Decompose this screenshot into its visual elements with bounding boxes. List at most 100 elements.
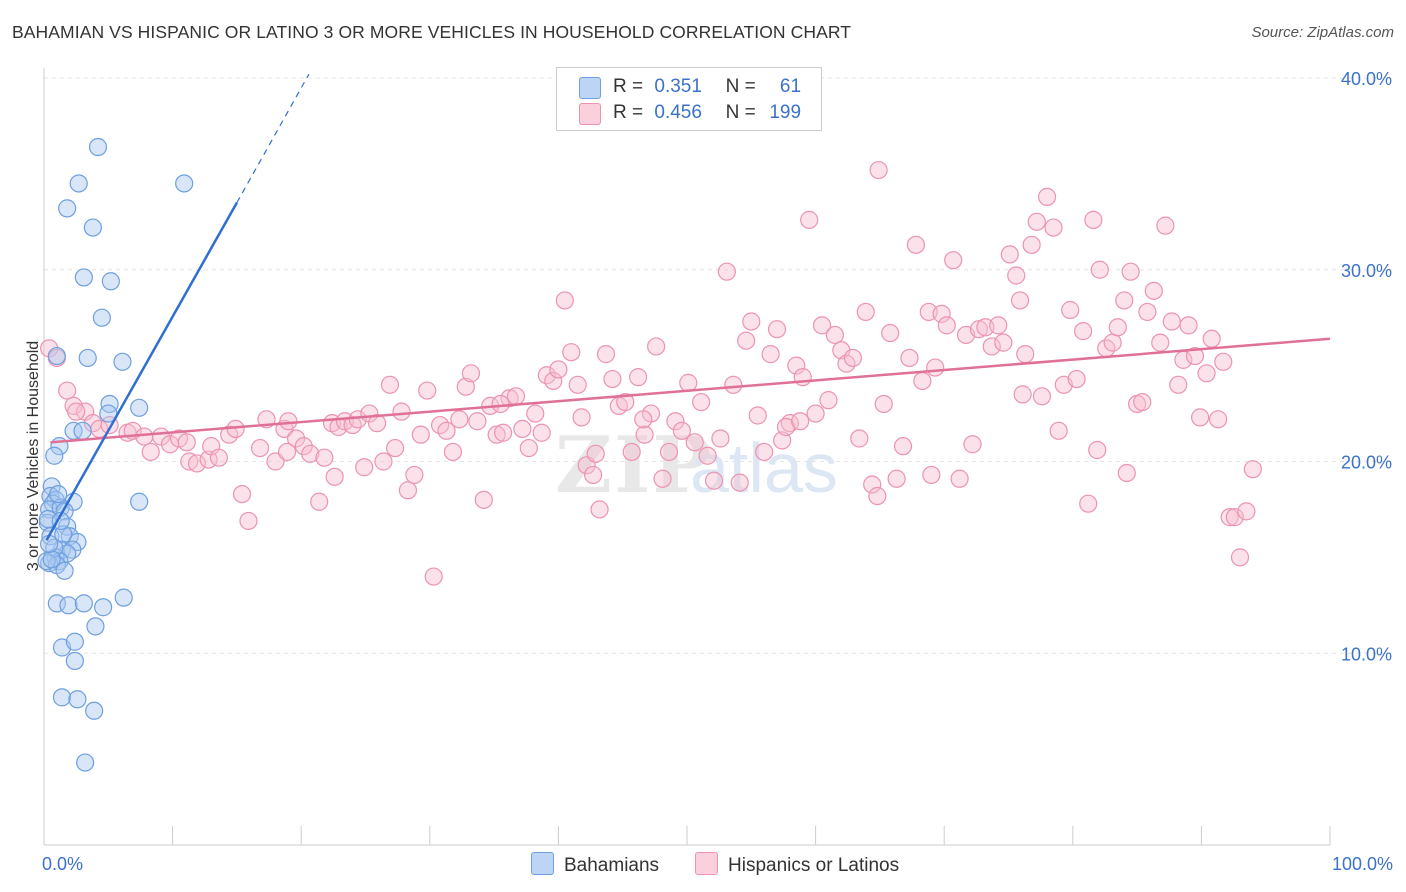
data-point-hispanic [250,438,270,458]
data-point-hispanic [232,484,252,504]
data-point-hispanic [1202,329,1221,348]
data-point-bahamian [175,174,194,193]
data-point-hispanic [456,377,475,396]
data-point-hispanic [562,343,581,362]
data-point-hispanic [596,345,616,364]
data-point-hispanic [622,442,641,462]
data-point-bahamian [88,137,108,157]
data-point-hispanic [944,251,963,270]
data-point-hispanic [616,392,635,412]
data-point-bahamian [65,632,84,651]
data-point-hispanic [374,452,393,471]
data-point-bahamian [47,594,66,613]
data-point-hispanic [635,425,654,444]
data-point-hispanic [629,368,648,387]
legend-label-bahamians: Bahamians [564,855,660,876]
stats-legend: R = 0.351 N = 61 R = 0.456 N = 199 [556,67,822,131]
data-point-hispanic [572,408,591,427]
data-point-hispanic [825,325,844,345]
data-point-hispanic [590,500,609,519]
data-point-hispanic [487,425,506,444]
data-point-hispanic [58,381,77,400]
data-point-hispanic [748,406,767,425]
data-point-hispanic [982,337,1001,356]
data-point-bahamian [76,753,95,772]
data-point-hispanic [679,373,698,392]
data-point-hispanic [277,442,297,462]
data-point-hispanic [773,431,792,450]
data-point-hispanic [494,423,513,442]
data-point-bahamian [47,346,66,366]
data-point-hispanic [1151,333,1170,352]
data-point-hispanic [659,442,679,462]
trend-line-bahamian-extension [236,73,310,203]
data-point-hispanic [1037,187,1057,206]
data-point-bahamian [54,525,73,544]
r-value: 0.456 [654,102,702,123]
data-point-hispanic [856,302,875,322]
data-point-hispanic [653,469,672,488]
data-point-hispanic [1197,364,1216,383]
data-point-hispanic [279,412,298,431]
data-point-hispanic [685,433,704,452]
x-tick-label: 100.0% [1332,854,1393,874]
data-point-hispanic [1027,212,1046,231]
data-point-hispanic [906,235,926,254]
data-point-hispanic [1108,318,1127,337]
data-point-hispanic [963,435,982,454]
data-point-hispanic [437,421,456,440]
data-point-bahamian [86,617,105,636]
data-point-hispanic [1067,369,1086,389]
data-point-hispanic [187,454,207,473]
data-point-hispanic [806,404,825,423]
data-point-hispanic [209,448,228,467]
data-point-hispanic [239,511,258,531]
data-point-hispanic [1220,508,1239,527]
data-point-hispanic [1156,216,1175,235]
chart-title: BAHAMIAN VS HISPANIC OR LATINO 3 OR MORE… [12,22,852,42]
n-label: N = [725,76,756,97]
watermark: ZIP atlas [555,420,838,511]
data-point-hispanic [1209,410,1228,429]
data-point-hispanic [385,438,405,458]
data-point-hispanic [1237,502,1256,521]
data-point-bahamian [85,701,104,720]
x-tick-labels: 0.0% 100.0% [42,854,1393,874]
data-point-hispanic [761,345,780,364]
data-point-bahamian [51,511,70,531]
data-point-hispanic [922,465,941,485]
data-point-hispanic [698,446,717,465]
r-label: R = [613,76,644,97]
data-point-hispanic [411,425,430,444]
data-point-bahamian [49,484,68,504]
data-point-hispanic [392,402,411,421]
data-point-hispanic [1191,408,1210,427]
data-point-hispanic [1090,260,1109,279]
data-point-hispanic [900,348,919,368]
data-point-hispanic [584,465,603,485]
data-point-hispanic [544,371,563,391]
data-point-bahamian [55,561,74,580]
data-point-bahamian [59,596,78,615]
data-point-hispanic [737,331,756,350]
data-point-hispanic [1214,352,1233,371]
data-point-bahamian [68,690,87,709]
data-point-hispanic [398,481,418,500]
hispanic-points [40,160,1262,586]
data-point-hispanic [519,438,538,458]
data-point-hispanic [418,381,437,400]
data-point-bahamian [40,500,59,519]
n-value: 199 [769,102,802,123]
watermark-zip: ZIP [555,420,713,511]
data-point-hispanic [405,465,424,485]
data-point-hispanic [491,394,510,414]
r-value: 0.351 [654,76,702,97]
y-tick-label: 10.0% [1341,644,1392,664]
data-point-hispanic [177,433,196,452]
data-point-hispanic [1049,421,1068,440]
data-point-hispanic [1138,302,1157,322]
data-point-bahamian [92,308,111,327]
y-tick-labels: 10.0% 20.0% 30.0% 40.0% [1341,69,1392,664]
data-point-hispanic [767,320,787,339]
data-point-hispanic [586,444,605,463]
